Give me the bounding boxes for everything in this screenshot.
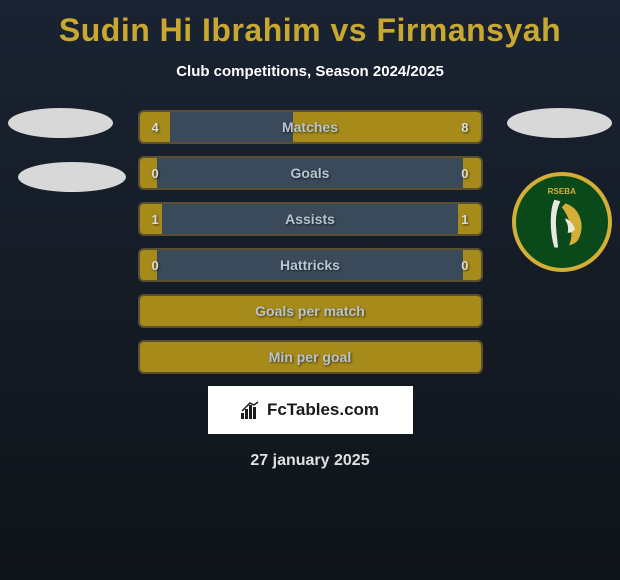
player2-flag-placeholder bbox=[507, 108, 612, 138]
bar-label: Goals bbox=[140, 158, 481, 188]
stat-bar-min-per-goal: Min per goal bbox=[138, 340, 483, 374]
player2-club-badge: RSEBA bbox=[512, 172, 612, 272]
bar-label: Min per goal bbox=[140, 342, 481, 372]
svg-text:RSEBA: RSEBA bbox=[548, 187, 576, 196]
comparison-chart: RSEBA 48Matches 00Goals 11Assists 00Hattric… bbox=[0, 110, 620, 374]
page-title: Sudin Hi Ibrahim vs Firmansyah bbox=[0, 0, 620, 49]
fctables-icon bbox=[241, 401, 261, 419]
bar-label: Matches bbox=[140, 112, 481, 142]
stat-bar-assists: 11Assists bbox=[138, 202, 483, 236]
stat-bars: 48Matches 00Goals 11Assists 00Hattricks Goal… bbox=[138, 110, 483, 374]
player1-club-placeholder bbox=[18, 162, 126, 192]
bar-label: Hattricks bbox=[140, 250, 481, 280]
subtitle: Club competitions, Season 2024/2025 bbox=[0, 63, 620, 80]
persebaya-badge-icon: RSEBA bbox=[525, 185, 599, 259]
fctables-brand-text: FcTables.com bbox=[267, 400, 379, 420]
stat-bar-goals-per-match: Goals per match bbox=[138, 294, 483, 328]
stat-bar-goals: 00Goals bbox=[138, 156, 483, 190]
stat-bar-hattricks: 00Hattricks bbox=[138, 248, 483, 282]
fctables-brand-badge[interactable]: FcTables.com bbox=[208, 386, 413, 434]
player1-flag-placeholder bbox=[8, 108, 113, 138]
date-label: 27 january 2025 bbox=[0, 452, 620, 470]
bar-label: Assists bbox=[140, 204, 481, 234]
bar-label: Goals per match bbox=[140, 296, 481, 326]
stat-bar-matches: 48Matches bbox=[138, 110, 483, 144]
